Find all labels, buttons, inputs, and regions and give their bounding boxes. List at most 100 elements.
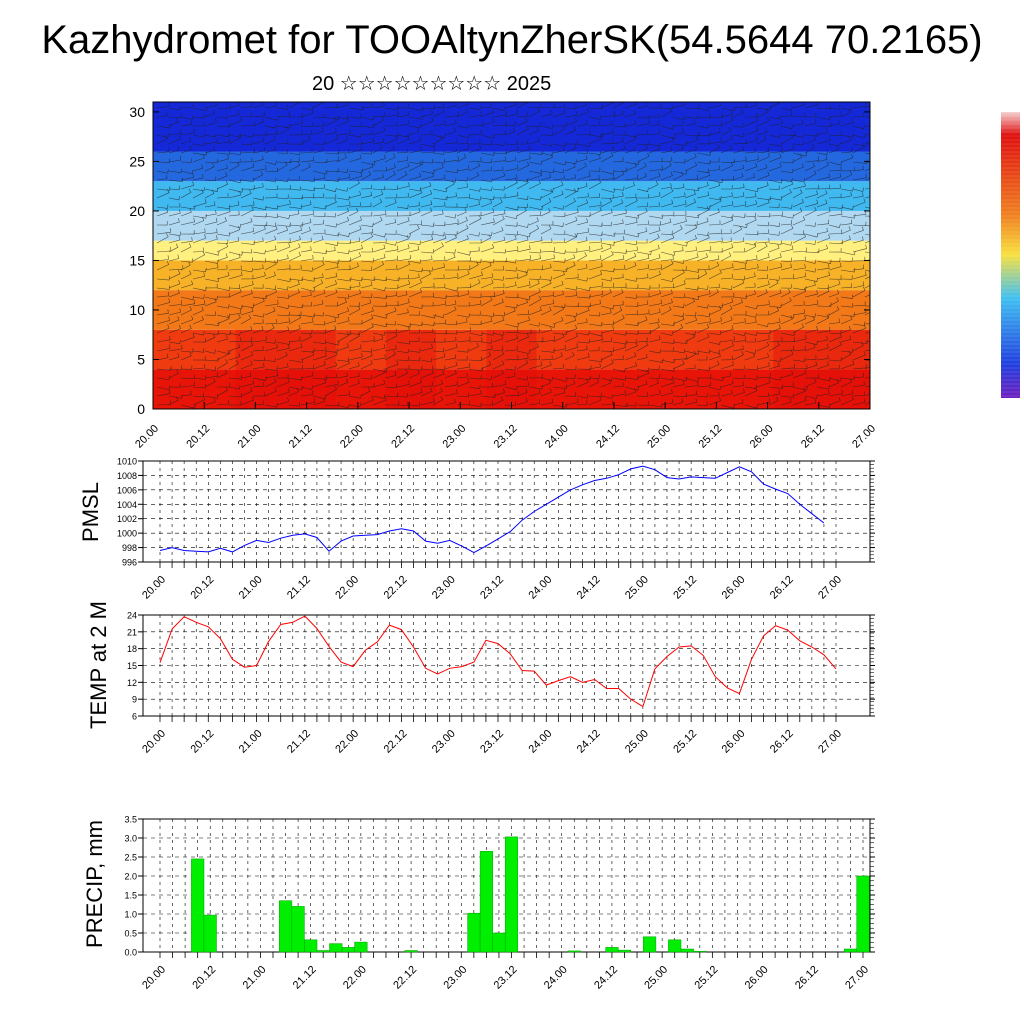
- wind-barb: [300, 200, 312, 208]
- wind-barb: [480, 177, 493, 183]
- wind-barb: [672, 200, 687, 208]
- wind-barb: [696, 231, 709, 237]
- wind-barb: [384, 153, 396, 163]
- wind-barb: [588, 104, 603, 109]
- wind-barb: [540, 168, 555, 174]
- wind-barb: [264, 225, 278, 235]
- wind-barb: [324, 167, 339, 173]
- wind-barb: [336, 173, 351, 181]
- x-tick-label: 26.00: [748, 423, 776, 451]
- wind-barb: [660, 260, 674, 271]
- wind-barb: [816, 105, 831, 110]
- wind-barb: [324, 325, 337, 334]
- wind-barb: [372, 294, 388, 299]
- wind-barb: [816, 207, 831, 217]
- wind-barb: [552, 363, 565, 370]
- wind-barb: [456, 177, 468, 182]
- wind-barb: [672, 360, 685, 370]
- wind-barb: [708, 269, 722, 280]
- wind-barb: [432, 352, 446, 361]
- wind-barb: [444, 343, 458, 352]
- wind-barb: [396, 192, 409, 199]
- wind-barb: [276, 222, 291, 227]
- wind-barb: [576, 286, 591, 292]
- wind-barb: [852, 341, 864, 352]
- wind-barb: [852, 112, 865, 118]
- wind-barb: [336, 216, 350, 226]
- wind-barb: [504, 304, 518, 309]
- wind-barb: [264, 271, 276, 280]
- wind-barb: [852, 381, 865, 388]
- wind-barb: [552, 305, 565, 316]
- wind-barb: [720, 335, 735, 343]
- wind-barb: [672, 315, 685, 325]
- wind-barb: [708, 157, 720, 163]
- wind-barb: [240, 379, 255, 388]
- wind-barb: [372, 190, 384, 199]
- wind-barb: [612, 192, 624, 199]
- wind-barb: [348, 302, 360, 307]
- wind-barb: [852, 102, 867, 109]
- wind-barb: [168, 177, 183, 183]
- wind-barb: [504, 355, 519, 361]
- wind-barb: [780, 257, 792, 262]
- wind-barb: [276, 264, 291, 271]
- wind-barb: [576, 130, 591, 136]
- wind-barb: [636, 140, 650, 146]
- wind-barb: [324, 103, 338, 109]
- wind-barb: [468, 171, 480, 181]
- wind-barb: [576, 318, 588, 325]
- x-tick-label: 25.12: [671, 574, 699, 602]
- wind-barb: [168, 324, 181, 334]
- wind-barb: [588, 231, 603, 236]
- wind-barb: [672, 303, 685, 308]
- wind-barb: [228, 352, 241, 361]
- wind-barb: [348, 168, 363, 174]
- wind-barb: [192, 133, 206, 138]
- wind-barb: [660, 331, 674, 336]
- wind-barb: [576, 107, 590, 118]
- wind-barb: [636, 130, 648, 136]
- colorbar: [1001, 111, 1020, 398]
- wind-barb: [444, 203, 458, 208]
- wind-barb: [708, 113, 723, 118]
- wind-barb: [816, 344, 829, 352]
- wind-barb: [252, 146, 266, 154]
- wind-barb: [708, 181, 721, 190]
- wind-barb: [396, 216, 410, 226]
- wind-barb: [828, 161, 843, 166]
- wind-barb: [336, 403, 350, 409]
- wind-barb: [444, 156, 459, 163]
- wind-barb: [804, 259, 817, 264]
- wind-barb: [264, 307, 276, 316]
- wind-barb: [336, 276, 352, 282]
- wind-barb: [588, 178, 602, 190]
- wind-barb: [732, 345, 744, 352]
- wind-barb: [768, 244, 780, 253]
- wind-barb: [696, 333, 710, 343]
- wind-barb: [864, 312, 870, 316]
- wind-barb: [697, 374, 712, 379]
- wind-barb: [288, 401, 301, 407]
- y-tick-label: 5: [137, 351, 145, 367]
- wind-barb: [312, 158, 328, 164]
- wind-barb: [516, 382, 529, 388]
- wind-barb: [804, 248, 820, 253]
- wind-barb: [432, 387, 443, 397]
- wind-barb: [240, 157, 253, 163]
- wind-barb: [192, 395, 206, 406]
- wind-barb: [216, 399, 230, 406]
- wind-barb: [480, 234, 492, 244]
- wind-barb: [336, 331, 350, 343]
- wind-barb: [480, 186, 493, 191]
- wind-barb: [864, 116, 870, 118]
- wind-barb: [816, 122, 832, 127]
- wind-barb: [420, 117, 434, 127]
- wind-barb: [852, 286, 866, 298]
- wind-barb: [252, 284, 264, 289]
- wind-barb: [180, 351, 192, 361]
- wind-barb: [372, 260, 385, 271]
- wind-barb: [300, 156, 315, 163]
- wind-barb: [600, 111, 616, 118]
- wind-barb: [552, 142, 567, 147]
